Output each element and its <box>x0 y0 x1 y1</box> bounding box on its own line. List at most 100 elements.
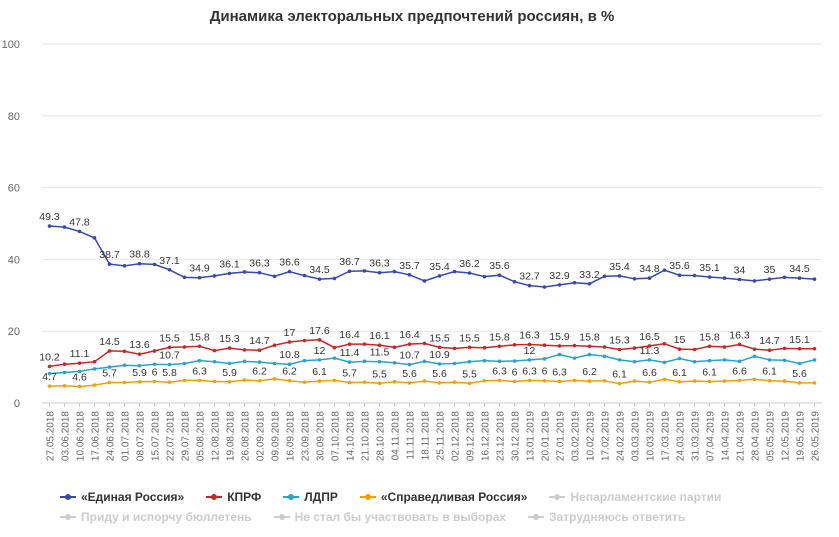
data-point[interactable] <box>362 269 367 273</box>
data-point[interactable] <box>707 344 712 349</box>
data-point[interactable] <box>662 268 667 272</box>
legend-item[interactable]: «Единая Россия» <box>60 490 184 504</box>
data-point[interactable] <box>812 358 817 362</box>
data-point[interactable] <box>692 359 697 364</box>
data-point[interactable] <box>302 273 307 278</box>
data-point[interactable] <box>497 273 502 277</box>
legend-item[interactable]: ЛДПР <box>283 490 338 504</box>
data-point[interactable] <box>362 380 367 384</box>
data-point[interactable] <box>527 358 532 362</box>
data-point[interactable] <box>617 381 622 386</box>
data-point[interactable] <box>182 361 187 366</box>
data-point[interactable] <box>437 274 442 278</box>
data-point[interactable] <box>482 274 487 279</box>
data-point[interactable] <box>452 361 457 366</box>
data-point[interactable] <box>542 285 547 289</box>
data-point[interactable] <box>422 379 427 383</box>
data-point[interactable] <box>677 356 682 361</box>
data-point[interactable] <box>152 262 157 267</box>
data-point[interactable] <box>317 358 322 362</box>
data-point[interactable] <box>512 343 517 347</box>
data-point[interactable] <box>107 262 112 266</box>
data-point[interactable] <box>122 380 127 385</box>
data-point[interactable] <box>287 362 292 367</box>
data-point[interactable] <box>167 268 172 272</box>
data-point[interactable] <box>602 345 607 349</box>
data-point[interactable] <box>302 338 307 343</box>
data-point[interactable] <box>557 379 562 384</box>
data-point[interactable] <box>542 378 547 383</box>
data-point[interactable] <box>602 354 607 359</box>
data-point[interactable] <box>77 361 82 365</box>
data-point[interactable] <box>77 369 82 374</box>
legend-item[interactable]: Не стал бы участвовать в выборах <box>273 510 506 524</box>
data-point[interactable] <box>362 342 367 346</box>
data-point[interactable] <box>137 261 142 266</box>
data-point[interactable] <box>197 358 202 363</box>
data-point[interactable] <box>752 354 757 359</box>
data-point[interactable] <box>542 357 547 361</box>
data-point[interactable] <box>272 343 277 348</box>
data-point[interactable] <box>62 225 67 229</box>
data-point[interactable] <box>437 362 442 366</box>
data-point[interactable] <box>707 379 712 384</box>
data-point[interactable] <box>737 359 742 364</box>
data-point[interactable] <box>347 360 352 364</box>
data-point[interactable] <box>527 342 532 347</box>
data-point[interactable] <box>467 381 472 386</box>
data-point[interactable] <box>182 378 187 383</box>
data-point[interactable] <box>392 380 397 384</box>
data-point[interactable] <box>587 379 592 383</box>
data-point[interactable] <box>227 271 232 276</box>
legend-item[interactable]: Приду и испорчу бюллетень <box>60 510 252 524</box>
data-point[interactable] <box>557 352 562 357</box>
data-point[interactable] <box>287 340 292 344</box>
data-point[interactable] <box>617 358 622 362</box>
data-point[interactable] <box>317 379 322 383</box>
data-point[interactable] <box>272 377 277 381</box>
data-point[interactable] <box>467 345 472 350</box>
data-point[interactable] <box>92 383 97 387</box>
data-point[interactable] <box>407 362 412 367</box>
data-point[interactable] <box>422 341 427 346</box>
data-point[interactable] <box>647 380 652 384</box>
data-point[interactable] <box>647 276 652 280</box>
data-point[interactable] <box>737 342 742 347</box>
data-point[interactable] <box>497 378 502 383</box>
legend-item[interactable]: КПРФ <box>206 490 261 504</box>
data-point[interactable] <box>377 359 382 364</box>
data-point[interactable] <box>92 236 97 240</box>
data-point[interactable] <box>122 264 127 268</box>
data-point[interactable] <box>737 277 742 282</box>
data-point[interactable] <box>257 270 262 275</box>
data-point[interactable] <box>257 348 262 353</box>
data-point[interactable] <box>812 381 817 385</box>
data-point[interactable] <box>392 345 397 350</box>
data-point[interactable] <box>167 380 172 384</box>
data-point[interactable] <box>737 378 742 383</box>
data-point[interactable] <box>617 347 622 352</box>
data-point[interactable] <box>182 345 187 349</box>
data-point[interactable] <box>497 344 502 349</box>
data-point[interactable] <box>452 380 457 384</box>
data-point[interactable] <box>62 383 67 388</box>
data-point[interactable] <box>527 283 532 288</box>
data-point[interactable] <box>752 347 757 351</box>
data-point[interactable] <box>767 277 772 281</box>
data-point[interactable] <box>497 359 502 364</box>
data-point[interactable] <box>77 229 82 234</box>
data-point[interactable] <box>377 343 382 348</box>
data-point[interactable] <box>512 379 517 384</box>
data-point[interactable] <box>227 380 232 384</box>
legend-item[interactable]: Непарламентские партии <box>549 490 721 504</box>
data-point[interactable] <box>317 338 322 342</box>
data-point[interactable] <box>707 358 712 363</box>
data-point[interactable] <box>677 380 682 384</box>
data-point[interactable] <box>587 352 592 357</box>
data-point[interactable] <box>302 380 307 384</box>
data-point[interactable] <box>137 380 142 384</box>
data-point[interactable] <box>107 349 112 353</box>
data-point[interactable] <box>242 359 247 364</box>
data-point[interactable] <box>512 279 517 284</box>
data-point[interactable] <box>347 269 352 274</box>
